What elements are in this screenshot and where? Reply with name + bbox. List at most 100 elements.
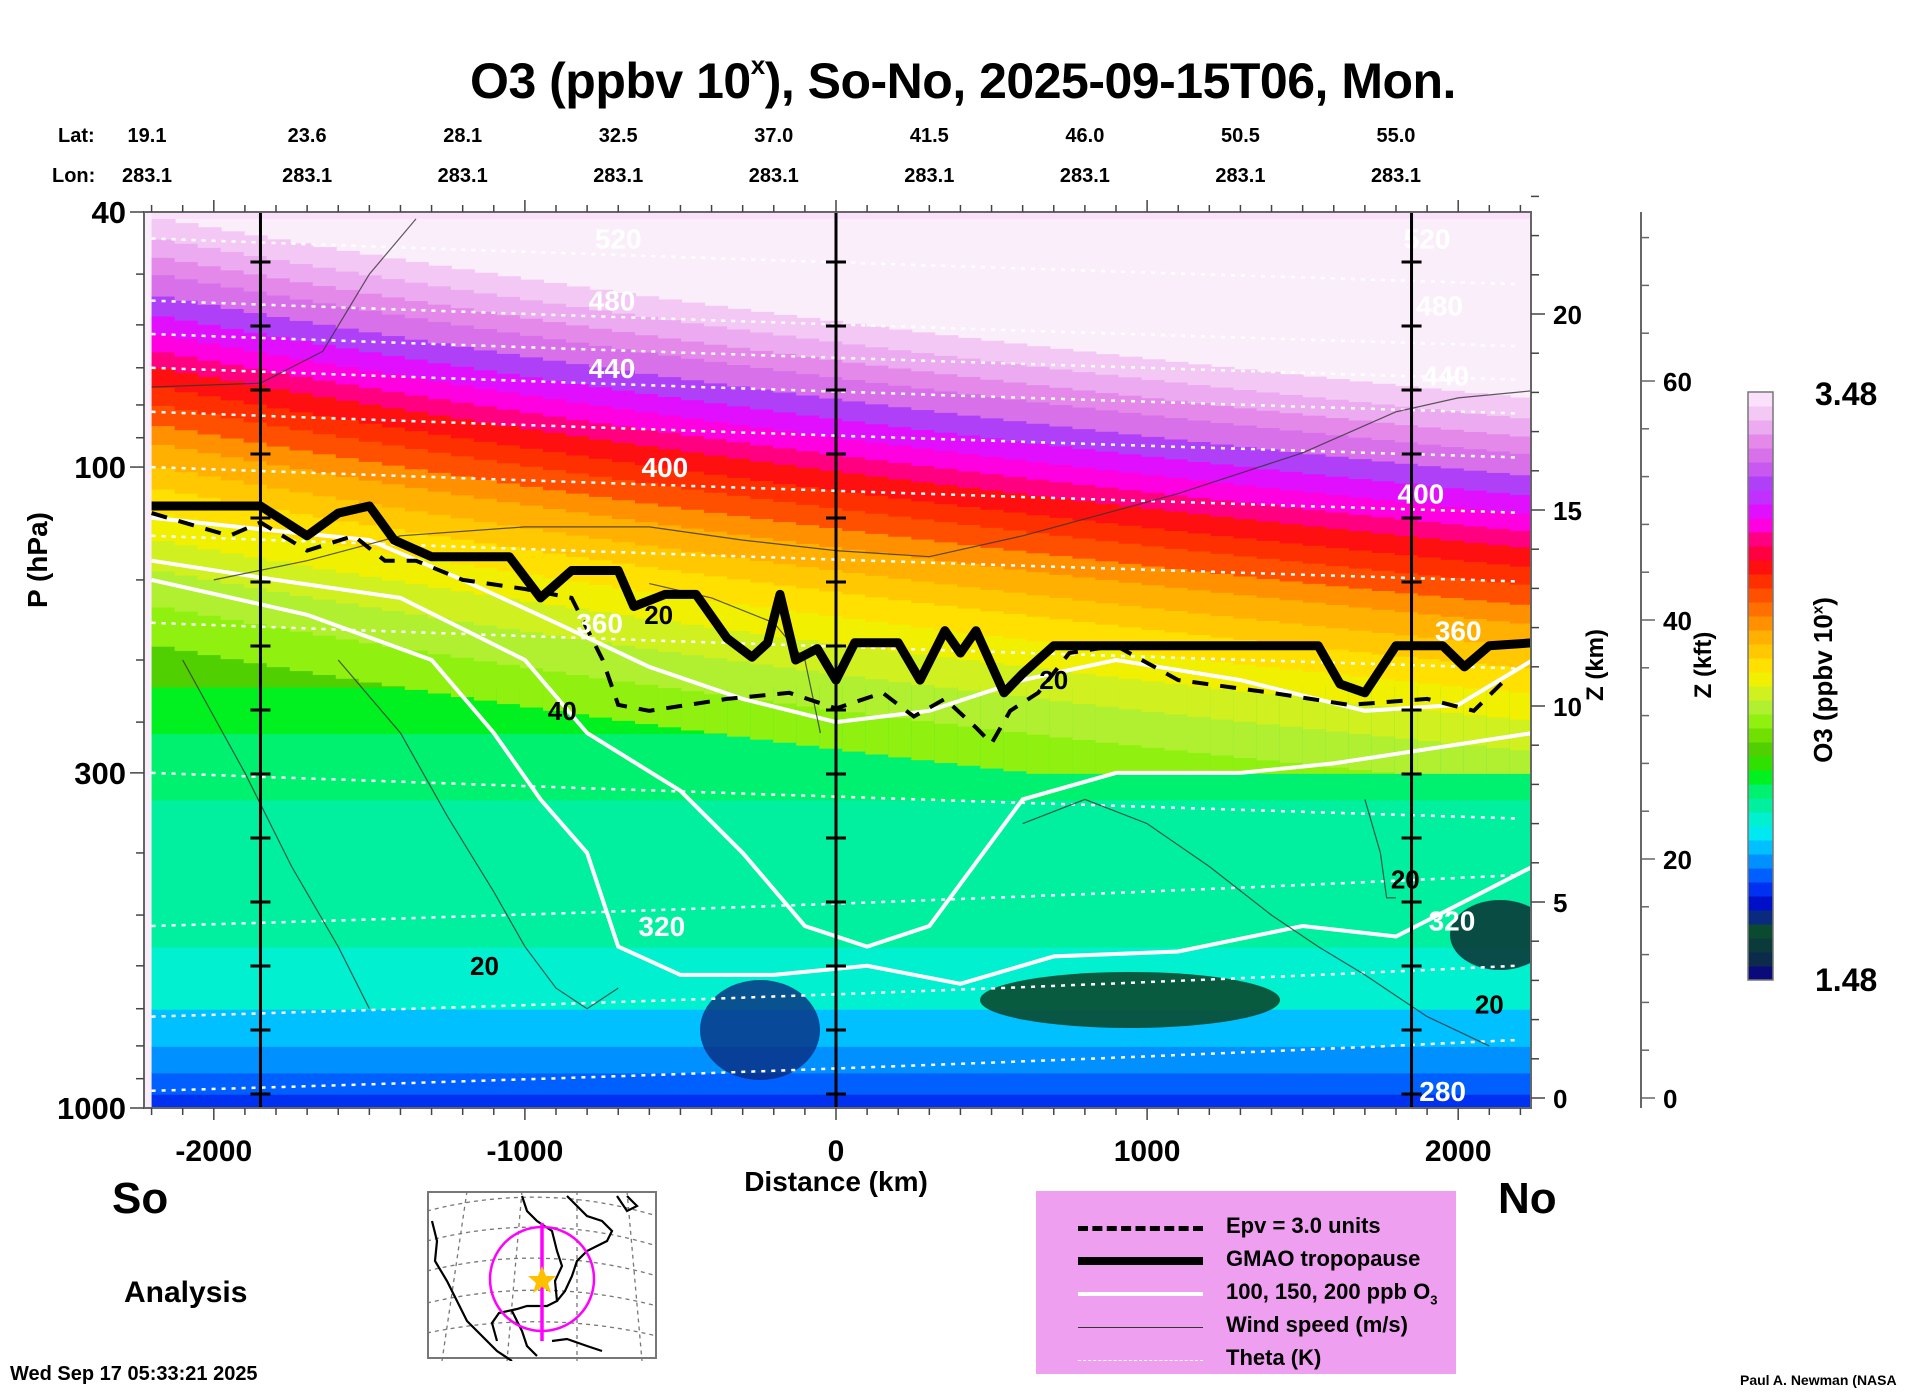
field-cell bbox=[612, 389, 637, 410]
field-cell bbox=[312, 212, 337, 219]
field-cell bbox=[1003, 458, 1028, 477]
field-cell bbox=[1095, 560, 1120, 581]
field-cell bbox=[1325, 946, 1350, 1010]
field-cell bbox=[289, 212, 314, 219]
field-cell bbox=[727, 441, 752, 459]
field-cell bbox=[957, 1045, 982, 1074]
field-cell bbox=[911, 1008, 936, 1047]
field-cell bbox=[243, 235, 268, 257]
field-cell bbox=[842, 946, 867, 1010]
colorbar-min-label: 1.48 bbox=[1815, 962, 1878, 998]
field-cell bbox=[1026, 532, 1051, 554]
field-cell bbox=[1026, 1072, 1051, 1095]
field-cell bbox=[1256, 799, 1281, 868]
colorbar-swatch bbox=[1748, 854, 1773, 869]
field-cell bbox=[888, 384, 913, 408]
field-cell bbox=[750, 560, 775, 583]
field-cell bbox=[635, 334, 660, 353]
field-cell bbox=[381, 278, 406, 298]
low-ozone-blob bbox=[1450, 900, 1531, 970]
field-cell bbox=[542, 799, 567, 868]
field-cell bbox=[658, 299, 683, 321]
field-cell bbox=[1141, 545, 1166, 567]
field-cell bbox=[542, 321, 567, 340]
field-cell bbox=[1187, 550, 1212, 572]
field-cell bbox=[773, 799, 798, 868]
field-cell bbox=[289, 686, 314, 735]
field-cell bbox=[796, 503, 821, 526]
field-cell bbox=[1486, 450, 1511, 473]
field-cell bbox=[681, 399, 706, 419]
field-cell bbox=[773, 563, 798, 586]
field-cell bbox=[980, 588, 1005, 612]
field-cell bbox=[1486, 491, 1511, 512]
field-cell bbox=[496, 444, 521, 464]
field-cell bbox=[243, 255, 268, 275]
field-cell bbox=[1486, 581, 1511, 603]
field-cell bbox=[266, 315, 291, 337]
field-cell bbox=[773, 521, 798, 541]
field-cell bbox=[312, 472, 337, 497]
field-cell bbox=[704, 382, 729, 404]
field-cell bbox=[450, 475, 475, 496]
field-cell bbox=[1509, 799, 1531, 868]
field-cell bbox=[1233, 1093, 1258, 1108]
overlay-lines: 5204804404003603205204804404003603202802… bbox=[151, 218, 1531, 1107]
field-cell bbox=[819, 212, 844, 219]
field-cell bbox=[197, 227, 222, 248]
field-cell bbox=[612, 441, 637, 463]
field-cell bbox=[1118, 212, 1143, 219]
field-cell bbox=[312, 415, 337, 435]
field-cell bbox=[773, 1093, 798, 1108]
field-cell bbox=[911, 409, 936, 430]
field-cell bbox=[957, 866, 982, 948]
field-cell bbox=[427, 451, 452, 473]
field-cell bbox=[312, 453, 337, 474]
field-cell bbox=[358, 292, 383, 311]
field-cell bbox=[773, 411, 798, 432]
field-cell bbox=[1486, 746, 1511, 774]
field-cell bbox=[635, 351, 660, 374]
ozone-contour-200 bbox=[151, 577, 1531, 986]
field-cell bbox=[542, 451, 567, 471]
field-cell bbox=[381, 407, 406, 428]
field-cell bbox=[335, 686, 360, 735]
field-cell bbox=[427, 1045, 452, 1074]
field-cell bbox=[588, 289, 614, 311]
field-cell bbox=[266, 445, 291, 466]
field-cell bbox=[842, 379, 867, 402]
field-cell bbox=[519, 1093, 544, 1108]
y-tick-label: 40 bbox=[92, 195, 126, 230]
field-cell bbox=[312, 285, 337, 304]
field-cell bbox=[473, 1072, 498, 1095]
field-cell bbox=[473, 405, 498, 423]
field-cell bbox=[635, 1045, 660, 1074]
field-cell bbox=[704, 733, 729, 801]
field-cell bbox=[1003, 866, 1028, 948]
lat-value: 55.0 bbox=[1376, 125, 1416, 147]
field-cell bbox=[1118, 411, 1143, 435]
field-cell bbox=[1072, 672, 1097, 705]
field-cell bbox=[266, 371, 291, 390]
field-cell bbox=[727, 533, 752, 558]
field-cell bbox=[588, 583, 614, 612]
field-cell bbox=[404, 410, 429, 432]
field-cell bbox=[796, 355, 821, 375]
field-cell bbox=[842, 456, 867, 474]
colorbar-swatch bbox=[1748, 644, 1773, 659]
field-cell bbox=[473, 310, 498, 329]
field-cell bbox=[796, 1093, 821, 1108]
field-cell bbox=[542, 398, 567, 417]
field-cell bbox=[704, 530, 729, 555]
theta-label: 400 bbox=[642, 452, 689, 483]
legend-item-ozone-contours: 100, 150, 200 ppb O3 bbox=[1036, 1277, 1456, 1309]
field-cell bbox=[1187, 799, 1212, 868]
theta-contour-320 bbox=[151, 873, 1521, 928]
field-cell bbox=[335, 475, 360, 501]
field-cell bbox=[911, 212, 936, 219]
field-cell bbox=[1509, 212, 1531, 219]
field-cell bbox=[220, 363, 245, 382]
y-tick-label: 1000 bbox=[57, 1091, 126, 1126]
theta-label: 320 bbox=[1429, 906, 1476, 937]
field-cell bbox=[151, 386, 176, 406]
